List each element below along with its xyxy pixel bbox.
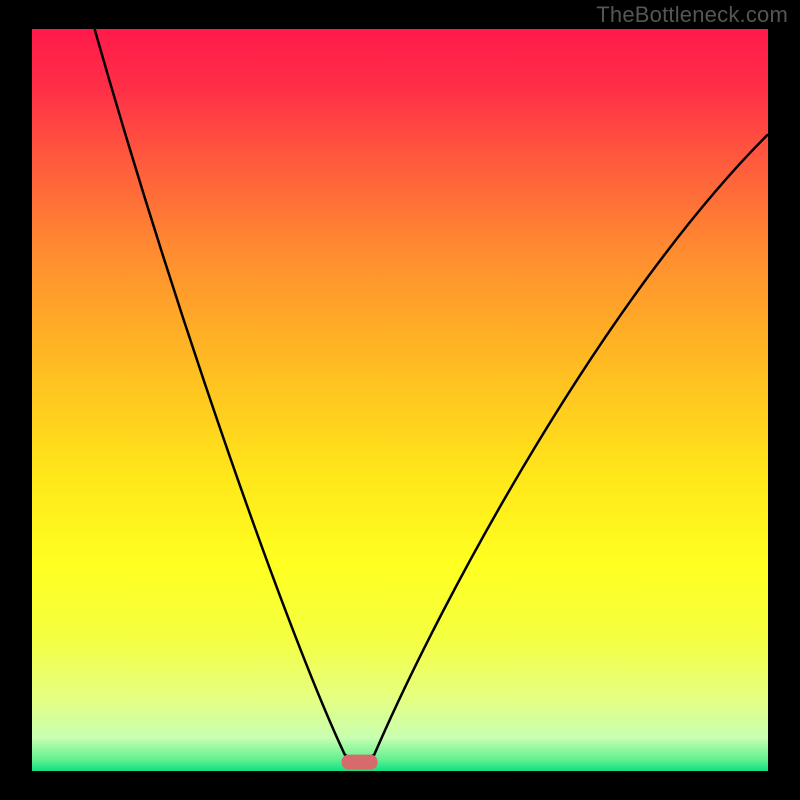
bottleneck-chart: [0, 0, 800, 800]
optimum-marker: [342, 755, 378, 770]
plot-background: [32, 29, 768, 771]
watermark-text: TheBottleneck.com: [596, 2, 788, 28]
